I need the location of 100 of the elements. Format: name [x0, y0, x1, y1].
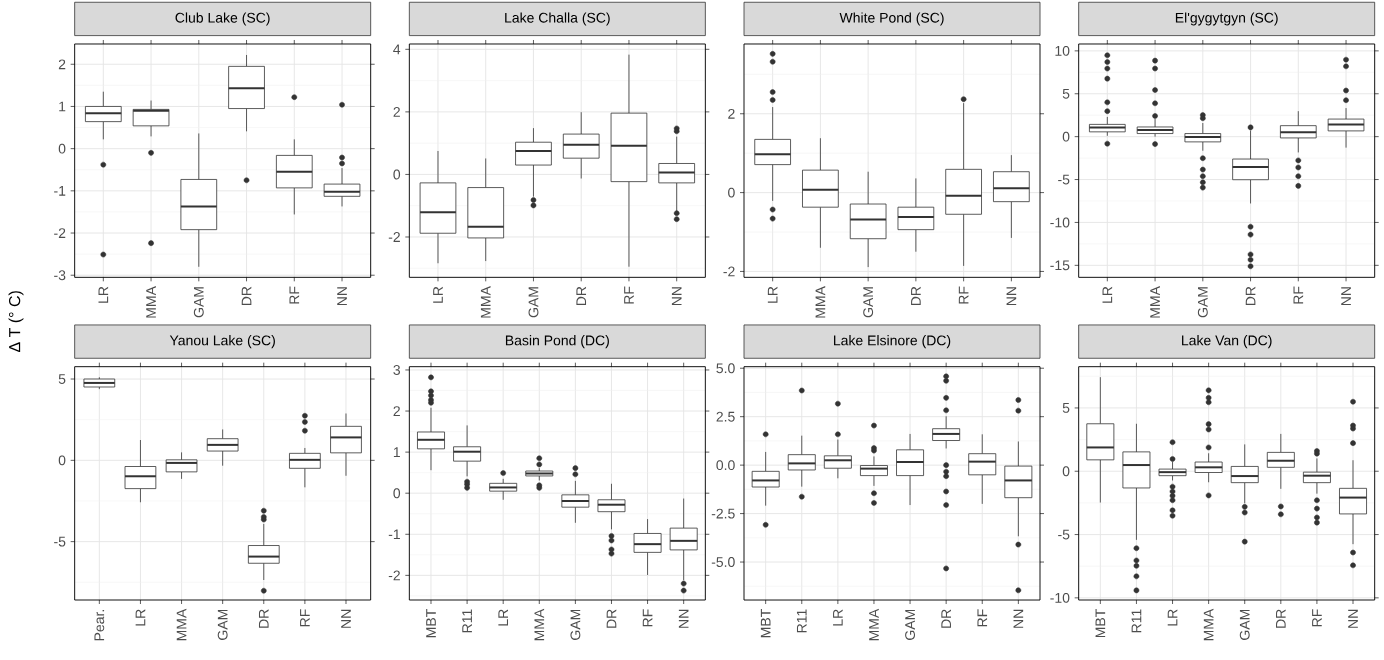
y-tick-label: -1 [54, 186, 66, 196]
y-tick-label: -5 [1058, 529, 1070, 540]
y-tick-label: -2 [388, 232, 400, 242]
x-tick-label: RF [1312, 609, 1322, 627]
y-tick-label: 5.0 [716, 363, 735, 374]
x-tick-label: NN [1341, 287, 1351, 306]
x-tick-label: GAM [1197, 287, 1208, 318]
y-tick-label: 0.0 [716, 460, 735, 471]
x-tick-label: R11 [462, 609, 472, 633]
x-tick-label: R11 [1131, 609, 1142, 633]
y-tick-label: -2.5 [711, 508, 735, 519]
y-tick-label: 0 [393, 488, 401, 499]
x-tick-label: MMA [869, 608, 879, 641]
y-tick-label: 2 [728, 108, 735, 119]
y-tick-label: -2 [388, 570, 400, 581]
y-tick-label: 5 [1062, 88, 1070, 99]
x-tick-label: DR [576, 286, 587, 306]
y-tick-label: -2 [54, 228, 66, 238]
x-tick-label: NN [678, 609, 689, 628]
x-tick-label: MBT [426, 609, 436, 638]
x-tick-label: RF [642, 609, 653, 627]
x-tick-label: NN [337, 287, 347, 306]
y-tick-label: -5 [1058, 174, 1070, 185]
x-tick-label: NN [671, 287, 682, 306]
x-tick-label: RF [977, 609, 988, 627]
y-tick-label: 2 [393, 406, 400, 416]
y-tick-label: 3 [393, 365, 401, 375]
chart-title: Lake Van (DC) [1182, 335, 1272, 349]
y-tick-label: -5.0 [711, 557, 735, 567]
x-tick-label: NN [1006, 287, 1017, 306]
y-tick-label: 2.5 [716, 411, 735, 422]
x-tick-label: GAM [193, 287, 204, 318]
x-tick-label: LR [135, 609, 146, 626]
y-tick-label: 4 [393, 44, 401, 55]
x-tick-label: NN [341, 609, 351, 628]
x-tick-label: LR [767, 286, 778, 303]
chart-title: El'gygytgyn (SC) [1175, 12, 1278, 26]
x-tick-label: MMA [815, 286, 826, 318]
x-tick-label: RF [1293, 286, 1304, 304]
x-tick-label: GAM [863, 287, 874, 318]
y-axis-title: Δ T (° C) [8, 291, 24, 353]
y-tick-label: 5 [58, 374, 66, 384]
x-tick-label: NN [1013, 609, 1024, 628]
y-tick-label: -1 [388, 529, 400, 540]
x-tick-label: MMA [534, 608, 545, 641]
y-tick-label: -5 [54, 536, 66, 547]
x-tick-label: MBT [1095, 609, 1106, 638]
x-tick-label: LR [1102, 286, 1113, 303]
x-tick-label: GAM [905, 609, 916, 640]
x-tick-label: GAM [528, 287, 539, 318]
x-tick-label: LR [498, 609, 509, 626]
y-tick-label: 2 [58, 59, 66, 70]
x-tick-label: NN [1348, 609, 1358, 628]
x-tick-label: MMA [1203, 608, 1214, 641]
y-tick-label: 0 [728, 187, 735, 198]
chart-title: Lake Challa (SC) [505, 12, 610, 26]
y-tick-label: 1 [59, 101, 66, 112]
y-tick-label: -10 [1050, 592, 1070, 603]
x-tick-label: R11 [796, 609, 807, 633]
chart-title: Basin Pond (DC) [505, 335, 609, 349]
chart-title: Club Lake (SC) [175, 12, 270, 26]
x-tick-label: LR [833, 609, 843, 626]
y-tick-label: 5 [1062, 403, 1070, 413]
x-tick-label: DR [1276, 609, 1286, 628]
y-tick-label: -2 [723, 266, 735, 277]
x-tick-label: GAM [1239, 609, 1250, 640]
x-tick-label: DR [911, 286, 921, 306]
y-tick-label: 0 [58, 455, 66, 466]
y-tick-label: 0 [58, 143, 66, 154]
x-tick-label: DR [606, 609, 617, 628]
chart-title: Lake Elsinore (DC) [834, 335, 951, 349]
y-tick-label: -3 [54, 270, 66, 281]
chart-title: White Pond (SC) [839, 12, 944, 26]
x-tick-label: DR [941, 609, 951, 628]
x-tick-label: GAM [217, 609, 228, 640]
x-tick-label: RF [958, 286, 969, 304]
x-tick-label: MMA [1150, 286, 1160, 318]
x-tick-label: MBT [760, 609, 771, 638]
x-tick-label: GAM [570, 609, 581, 640]
x-tick-label: RF [300, 609, 310, 627]
x-tick-label: DR [241, 286, 252, 306]
y-tick-label: 10 [1055, 45, 1070, 56]
x-tick-label: MMA [146, 286, 156, 318]
x-tick-label: LR [1167, 609, 1178, 626]
y-tick-label: 0 [1062, 131, 1070, 142]
x-tick-label: MMA [176, 608, 187, 641]
x-tick-label: RF [624, 286, 634, 304]
x-tick-label: Pear. [94, 609, 105, 641]
x-tick-label: LR [98, 286, 109, 303]
y-tick-label: 0 [393, 169, 401, 180]
x-tick-label: DR [1245, 286, 1256, 306]
chart-title: Yanou Lake (SC) [169, 335, 275, 349]
x-tick-label: DR [258, 609, 269, 628]
x-tick-label: LR [433, 286, 443, 303]
y-tick-label: 2 [393, 107, 400, 117]
x-tick-label: MMA [480, 286, 491, 318]
y-tick-label: -15 [1050, 260, 1070, 271]
x-tick-label: RF [289, 286, 300, 304]
y-tick-label: -10 [1050, 217, 1070, 228]
y-tick-label: 0 [1062, 466, 1070, 477]
